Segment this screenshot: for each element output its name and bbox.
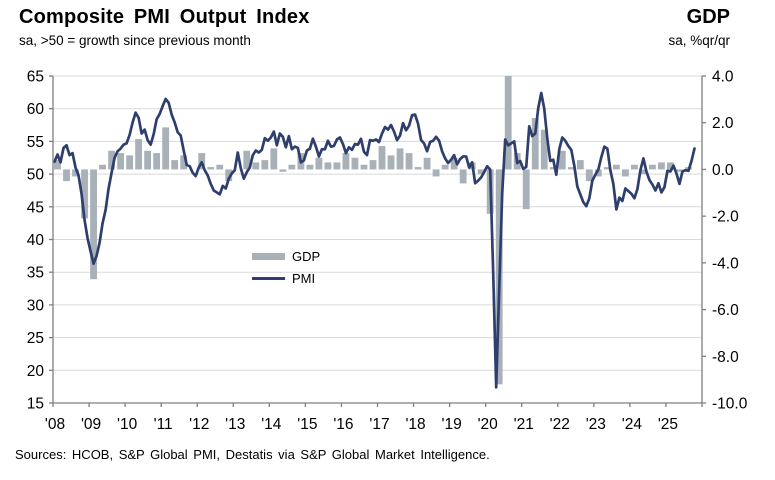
x-axis-tick-label: '08 (45, 416, 65, 433)
right-axis-tick-label: -6.0 (712, 302, 739, 319)
chart-subtitle-right: sa, %qr/qr (668, 33, 730, 48)
gdp-bar-swatch-icon (252, 252, 285, 260)
legend-label-pmi: PMI (292, 270, 316, 286)
x-axis-tick-label: '11 (154, 416, 173, 433)
pmi-line-swatch-icon (252, 276, 285, 280)
axes (49, 75, 706, 407)
right-axis-tick-label: 2.0 (712, 115, 734, 132)
legend-item-pmi: PMI (252, 267, 320, 289)
pmi-line-series (53, 91, 696, 389)
left-axis-tick-label: 15 (27, 396, 44, 413)
x-axis-tick-label: '17 (369, 416, 389, 433)
right-axis-tick-label: -8.0 (712, 349, 739, 366)
chart-title-right: GDP (686, 6, 730, 28)
x-axis-tick-label: '12 (189, 416, 209, 433)
gdp-bars-series (54, 76, 692, 385)
chart-legend: GDP PMI (252, 245, 320, 289)
x-axis-tick-label: '23 (586, 416, 606, 433)
left-axis-tick-label: 60 (27, 101, 45, 118)
x-axis-tick-label: '20 (478, 416, 499, 433)
right-axis-tick-label: 0.0 (712, 162, 734, 179)
left-axis-tick-label: 25 (27, 330, 44, 347)
left-axis-tick-label: 40 (27, 232, 45, 249)
chart-subtitle-left: sa, >50 = growth since previous month (19, 33, 251, 48)
x-axis-tick-label: '15 (297, 416, 317, 433)
chart-title-left: Composite PMI Output Index (19, 6, 310, 28)
left-axis-tick-label: 35 (27, 265, 44, 282)
right-axis-tick-label: 4.0 (712, 69, 734, 86)
right-axis-tick-label: -10.0 (712, 396, 748, 413)
x-axis-tick-label: '09 (81, 416, 101, 433)
x-axis-tick-label: '13 (225, 416, 245, 433)
legend-item-gdp: GDP (252, 245, 320, 267)
source-attribution: Sources: HCOB, S&P Global PMI, Destatis … (15, 447, 490, 462)
right-axis-tick-label: -2.0 (712, 209, 739, 226)
x-axis-tick-label: '21 (514, 416, 534, 433)
x-axis-tick-label: '24 (622, 416, 643, 433)
legend-label-gdp: GDP (292, 248, 321, 264)
right-axis-tick-label: -4.0 (712, 255, 739, 272)
left-axis-tick-label: 45 (27, 199, 44, 216)
x-axis-tick-label: '14 (261, 416, 282, 433)
left-axis-tick-label: 20 (27, 363, 45, 380)
gridlines (53, 75, 702, 371)
left-axis-tick-label: 30 (27, 297, 45, 314)
x-axis-tick-label: '22 (550, 416, 570, 433)
x-axis-tick-label: '19 (442, 416, 462, 433)
left-axis-tick-label: 50 (27, 167, 45, 184)
left-axis-tick-label: 55 (27, 134, 44, 151)
x-axis-tick-label: '16 (333, 416, 353, 433)
x-axis-tick-label: '18 (405, 416, 425, 433)
left-axis-tick-label: 65 (27, 69, 44, 86)
x-axis-tick-label: '10 (117, 416, 138, 433)
x-axis-tick-label: '25 (658, 416, 678, 433)
